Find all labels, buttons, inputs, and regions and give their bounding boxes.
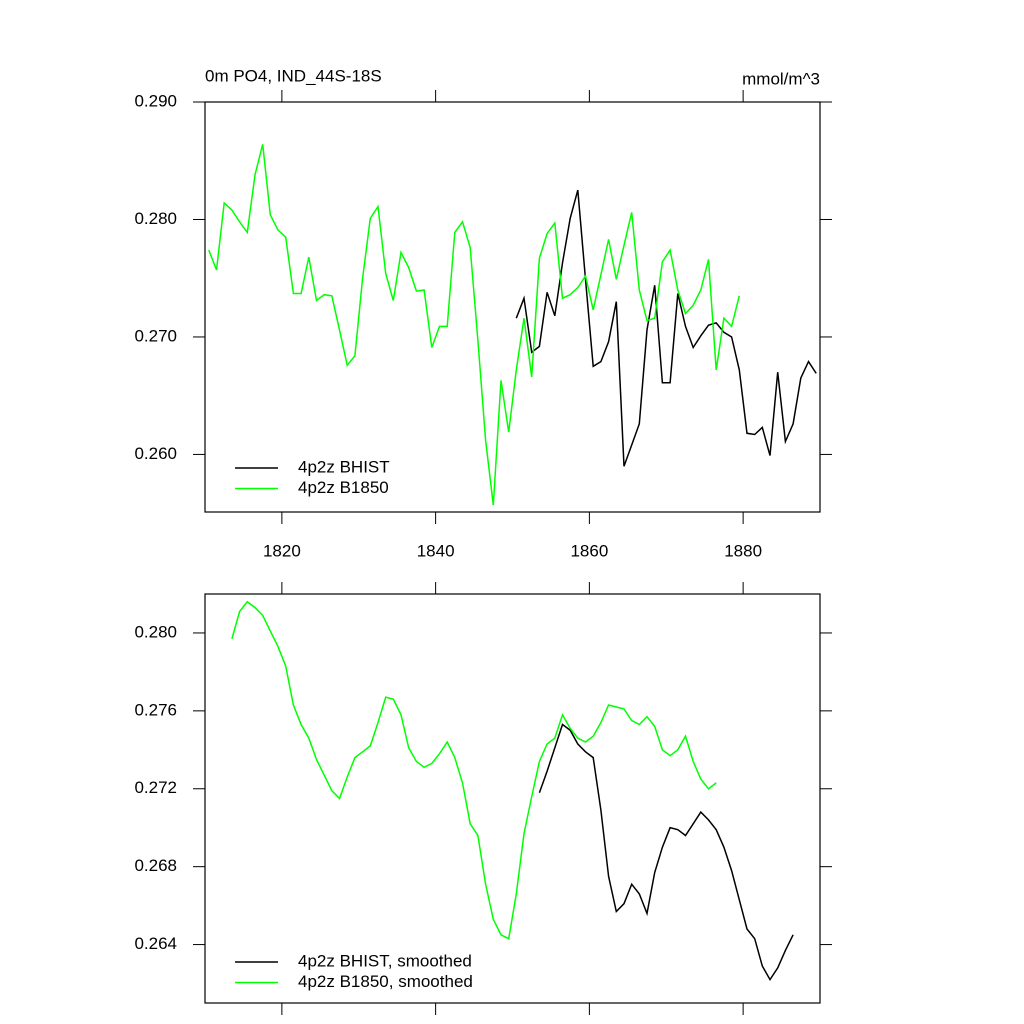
y-tick-label: 0.260 [134, 444, 177, 463]
x-tick-label: 1820 [263, 541, 301, 560]
units-label: mmol/m^3 [742, 69, 820, 88]
y-tick-label: 0.270 [134, 326, 177, 345]
series-line [208, 144, 741, 506]
legend-label: 4p2z B1850 [298, 478, 389, 497]
legend-label: 4p2z BHIST, smoothed [298, 951, 472, 970]
y-tick-label: 0.280 [134, 622, 177, 641]
y-tick-label: 0.280 [134, 209, 177, 228]
chart-title: 0m PO4, IND_44S-18S [205, 66, 382, 85]
y-tick-label: 0.264 [134, 934, 177, 953]
plot-frame [204, 101, 821, 513]
x-tick-label: 1880 [724, 541, 762, 560]
series-line [231, 600, 717, 940]
plot-frame [204, 593, 821, 1004]
x-tick-label: 1840 [417, 541, 455, 560]
x-tick-label: 1860 [570, 541, 608, 560]
series-line [515, 189, 817, 467]
legend-label: 4p2z BHIST [298, 457, 390, 476]
y-tick-label: 0.290 [134, 91, 177, 110]
series-line [538, 723, 794, 982]
y-tick-label: 0.276 [134, 700, 177, 719]
y-tick-label: 0.272 [134, 778, 177, 797]
legend-label: 4p2z B1850, smoothed [298, 972, 473, 991]
y-tick-label: 0.268 [134, 856, 177, 875]
